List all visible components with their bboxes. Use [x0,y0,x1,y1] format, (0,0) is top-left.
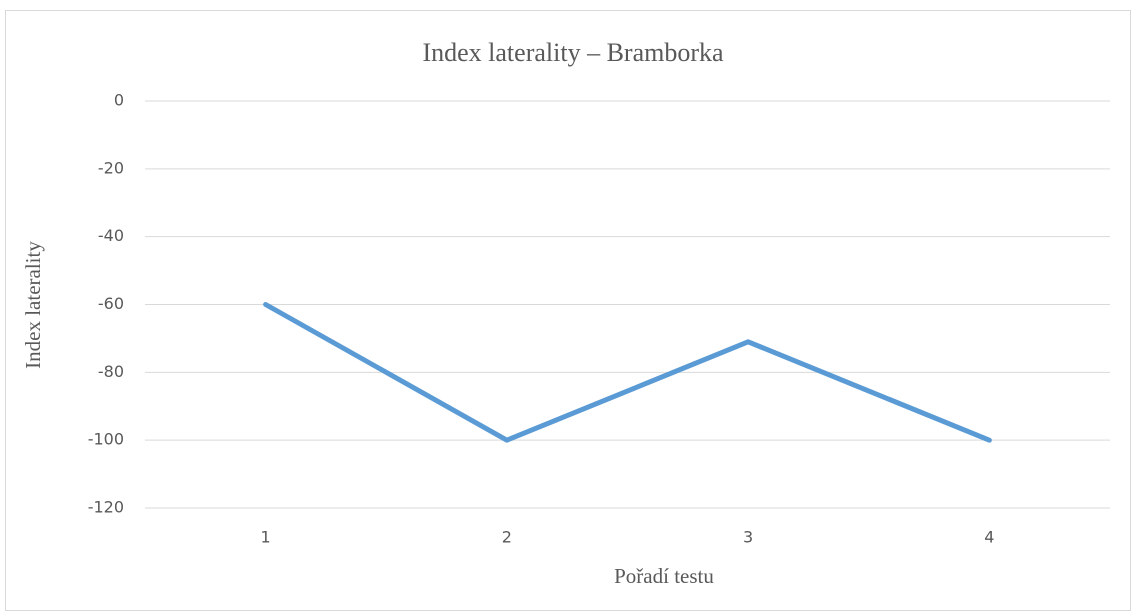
y-tick-label: -40 [98,226,124,245]
y-tick-label: -20 [98,158,124,177]
y-tick-label: 0 [114,91,124,110]
y-tick-label: -60 [98,294,124,313]
y-tick-label: -120 [88,498,124,517]
chart-border [5,10,1131,611]
x-tick-label: 3 [743,528,753,547]
y-tick-label: -80 [98,362,124,381]
chart-title: Index laterality – Bramborka [422,38,724,67]
y-axis-label: Index laterality [21,241,45,369]
data-line [263,302,992,443]
x-tick-label: 1 [261,528,271,547]
y-tick-label: -100 [88,430,124,449]
x-tick-label: 4 [984,528,994,547]
x-axis-label: Pořadí testu [614,564,714,588]
x-tick-label: 2 [502,528,512,547]
